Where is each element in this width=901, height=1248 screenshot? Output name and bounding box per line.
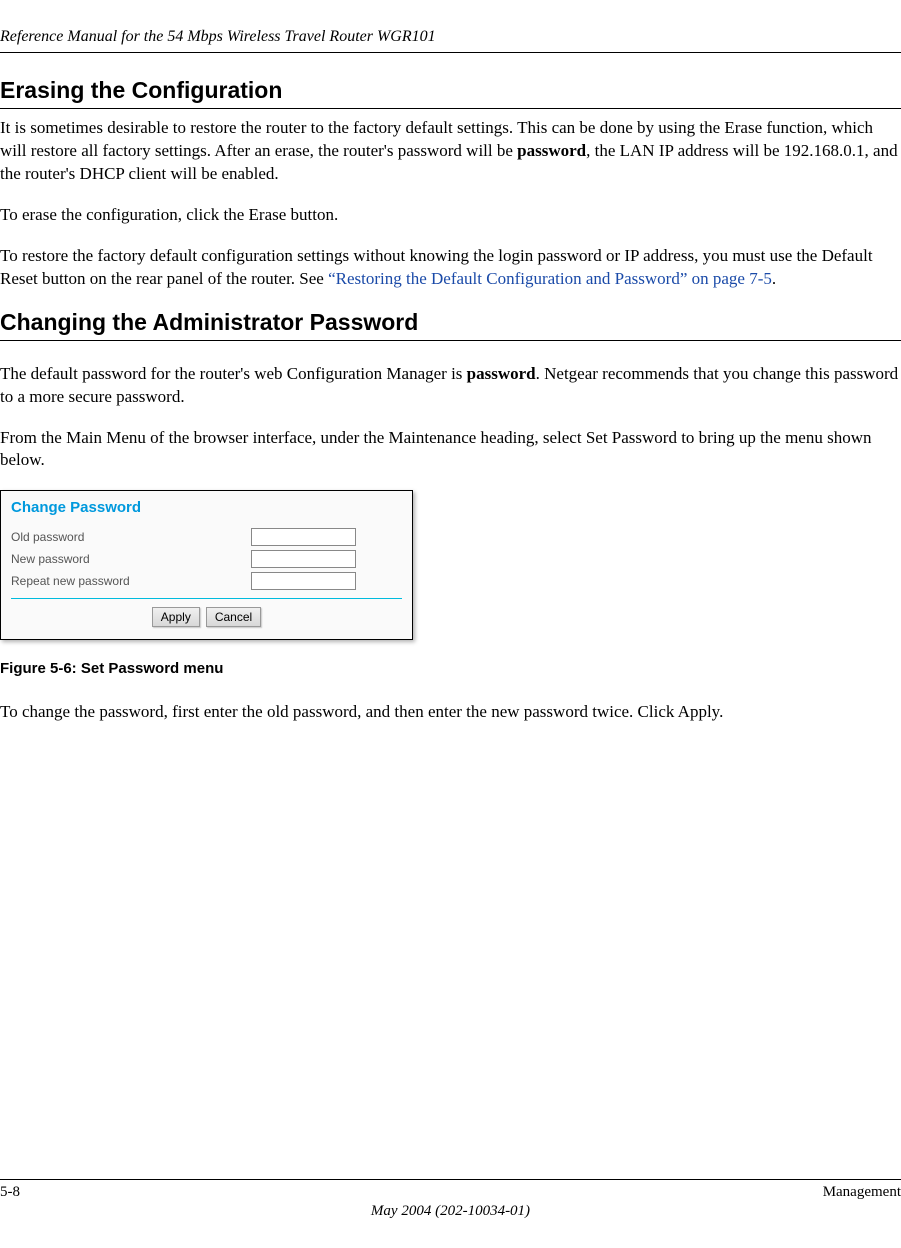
apply-button[interactable]: Apply: [152, 607, 200, 627]
footer-row: 5-8 Management: [0, 1184, 901, 1201]
bold-password: password: [467, 364, 536, 383]
change-password-figure: Change Password Old password New passwor…: [0, 490, 413, 640]
new-password-label: New password: [11, 552, 251, 566]
header-title: Reference Manual for the 54 Mbps Wireles…: [0, 28, 436, 45]
page-footer: 5-8 Management May 2004 (202-10034-01): [0, 1179, 901, 1220]
figure-row-repeat-password: Repeat new password: [1, 570, 412, 592]
bold-password: password: [517, 141, 586, 160]
section-heading-changing-password: Changing the Administrator Password: [0, 309, 901, 341]
repeat-password-input[interactable]: [251, 572, 356, 590]
page-number: 5-8: [0, 1184, 20, 1201]
footer-date: May 2004 (202-10034-01): [0, 1203, 901, 1220]
figure-title: Change Password: [1, 491, 412, 526]
section1-para3: To restore the factory default configura…: [0, 245, 901, 291]
section1-para2: To erase the configuration, click the Er…: [0, 204, 901, 227]
repeat-password-label: Repeat new password: [11, 574, 251, 588]
figure-button-row: Apply Cancel: [1, 607, 412, 639]
section2-para3: To change the password, first enter the …: [0, 701, 901, 724]
section1-para1: It is sometimes desirable to restore the…: [0, 117, 901, 186]
section2-para2: From the Main Menu of the browser interf…: [0, 427, 901, 473]
cross-reference-link[interactable]: “Restoring the Default Configuration and…: [328, 269, 772, 288]
page-content: Erasing the Configuration It is sometime…: [0, 77, 901, 724]
figure-caption: Figure 5-6: Set Password menu: [0, 660, 901, 677]
footer-divider: [0, 1179, 901, 1180]
figure-divider: [11, 598, 402, 599]
cancel-button[interactable]: Cancel: [206, 607, 261, 627]
page-header: Reference Manual for the 54 Mbps Wireles…: [0, 28, 901, 53]
figure-row-new-password: New password: [1, 548, 412, 570]
figure-row-old-password: Old password: [1, 526, 412, 548]
text-span: The default password for the router's we…: [0, 364, 467, 383]
section2-para1: The default password for the router's we…: [0, 363, 901, 409]
section-name: Management: [823, 1184, 901, 1201]
section-heading-erasing: Erasing the Configuration: [0, 77, 901, 109]
old-password-label: Old password: [11, 530, 251, 544]
old-password-input[interactable]: [251, 528, 356, 546]
new-password-input[interactable]: [251, 550, 356, 568]
text-span: .: [772, 269, 776, 288]
